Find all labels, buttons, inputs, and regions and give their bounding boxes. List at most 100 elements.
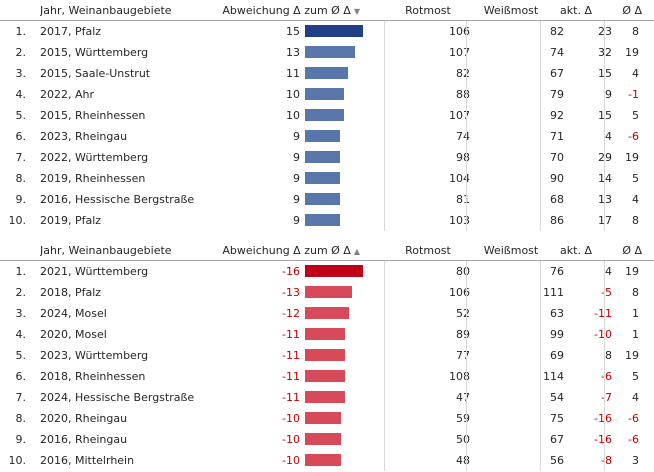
table-row[interactable]: 10. 2016, Mittelrhein -10 48 56 -8 3 [0,450,654,471]
row-akt: -7 [601,391,612,404]
table-row[interactable]: 7. 2024, Hessische Bergstraße -11 47 54 -7 4 [0,387,654,408]
row-avg: 1 [632,328,639,341]
table-row[interactable]: 3. 2024, Mosel -12 52 63-11 1 [0,303,654,324]
row-avg: 4 [632,193,639,206]
row-name: 2023, Rheingau [40,130,128,143]
row-avg: 19 [625,46,639,59]
header-avg[interactable]: Ø Δ [622,244,642,257]
row-avg: 5 [632,109,639,122]
row-avg: 5 [632,172,639,185]
header-akt[interactable]: akt. Δ [560,244,592,257]
row-deviation: -13 [282,286,300,299]
table-row[interactable]: 9. 2016, Rheingau -10 50 67-16 -6 [0,429,654,450]
row-deviation: 10 [286,109,300,122]
row-deviation: 9 [293,151,300,164]
row-avg: 19 [625,151,639,164]
row-deviation: 15 [286,25,300,38]
table-row[interactable]: 6. 2018, Rheinhessen -11 108 114 -6 5 [0,366,654,387]
row-avg: -1 [628,88,639,101]
table-row[interactable]: 1. 2017, Pfalz 15 106 82 23 8 [0,21,654,42]
header-akt[interactable]: akt. Δ [560,4,592,17]
row-akt: 4 [605,130,612,143]
row-name: 2024, Mosel [40,307,107,320]
row-rank: 8. [15,412,27,425]
header-deviation[interactable]: Abweichung Δ zum Ø Δ ▲ [210,240,360,261]
row-rank: 10. [8,214,27,227]
header-weissmost[interactable]: Weißmost [483,244,539,257]
row-rank: 5. [15,349,27,362]
header-name[interactable]: Jahr, Weinanbaugebiete [40,244,172,257]
row-deviation: 10 [286,88,300,101]
row-name: 2021, Württemberg [40,265,149,278]
table-row[interactable]: 5. 2023, Württemberg -11 77 69 8 19 [0,345,654,366]
row-weissmost: 68 [550,193,564,206]
table-row[interactable]: 2. 2018, Pfalz -13 106 111 -5 8 [0,282,654,303]
header-rotmost[interactable]: Rotmost [405,244,451,257]
row-rotmost: 82 [456,67,470,80]
row-rank: 7. [15,151,27,164]
table-row[interactable]: 6. 2023, Rheingau 9 74 71 4 -6 [0,126,654,147]
row-avg: 5 [632,370,639,383]
header-deviation-label: Abweichung Δ zum Ø Δ [222,4,351,17]
row-avg: 3 [632,454,639,467]
row-avg: 19 [625,265,639,278]
table-row[interactable]: 8. 2019, Rheinhessen 9 104 90 14 5 [0,168,654,189]
row-akt: -11 [564,303,612,324]
row-deviation: -16 [282,265,300,278]
row-akt: -16 [564,408,612,429]
deviation-bar [305,391,345,403]
table-row[interactable]: 5. 2015, Rheinhessen 10 107 92 15 5 [0,105,654,126]
table-row[interactable]: 10. 2019, Pfalz 9 103 86 17 8 [0,210,654,231]
row-deviation: -10 [282,454,300,467]
row-name: 2022, Württemberg [40,151,149,164]
row-name: 2017, Pfalz [40,25,102,38]
row-akt: 32 [598,46,612,59]
top-deviation-table: Jahr, Weinanbaugebiete Abweichung Δ zum … [0,0,654,231]
header-weissmost[interactable]: Weißmost [483,4,539,17]
row-rotmost: 107 [449,109,470,122]
deviation-bar [305,349,345,361]
row-deviation: -11 [282,349,300,362]
deviation-bar [305,88,344,100]
row-akt: -10 [564,324,612,345]
row-rotmost: 77 [456,349,470,362]
table-row[interactable]: 4. 2020, Mosel -11 89 99-10 1 [0,324,654,345]
row-name: 2015, Rheinhessen [40,109,146,122]
header-avg[interactable]: Ø Δ [622,4,642,17]
row-rank: 6. [15,370,27,383]
column-divider [384,21,385,231]
row-name: 2024, Hessische Bergstraße [40,391,195,404]
deviation-bar [305,214,340,226]
row-weissmost: 76 [550,265,564,278]
table-row[interactable]: 2. 2015, Württemberg 13 107 74 32 19 [0,42,654,63]
row-name: 2023, Württemberg [40,349,149,362]
deviation-bar [305,454,341,466]
row-avg: -6 [628,433,639,446]
row-rank: 10. [8,454,27,467]
row-akt: 14 [598,172,612,185]
row-akt: 4 [605,265,612,278]
row-weissmost: 86 [550,214,564,227]
deviation-bar [305,151,340,163]
row-weissmost: 90 [550,172,564,185]
row-rotmost: 89 [456,328,470,341]
deviation-bar [305,412,341,424]
row-rotmost: 106 [449,25,470,38]
row-akt: -6 [601,370,612,383]
row-rotmost: 98 [456,151,470,164]
header-deviation[interactable]: Abweichung Δ zum Ø Δ ▼ [210,0,360,21]
row-rank: 9. [15,193,27,206]
header-name[interactable]: Jahr, Weinanbaugebiete [40,4,172,17]
row-rank: 2. [15,46,27,59]
sort-descending-icon[interactable]: ▼ [353,7,360,16]
sort-ascending-icon[interactable]: ▲ [353,247,360,256]
table-row[interactable]: 8. 2020, Rheingau -10 59 75-16 -6 [0,408,654,429]
table-row[interactable]: 4. 2022, Ahr 10 88 79 9 -1 [0,84,654,105]
table-row[interactable]: 1. 2021, Württemberg -16 80 76 4 19 [0,261,654,282]
table-row[interactable]: 9. 2016, Hessische Bergstraße 9 81 68 13 4 [0,189,654,210]
row-rotmost: 80 [456,265,470,278]
header-rotmost[interactable]: Rotmost [405,4,451,17]
table-row[interactable]: 7. 2022, Württemberg 9 98 70 29 19 [0,147,654,168]
row-weissmost: 114 [543,370,564,383]
table-row[interactable]: 3. 2015, Saale-Unstrut 11 82 67 15 4 [0,63,654,84]
